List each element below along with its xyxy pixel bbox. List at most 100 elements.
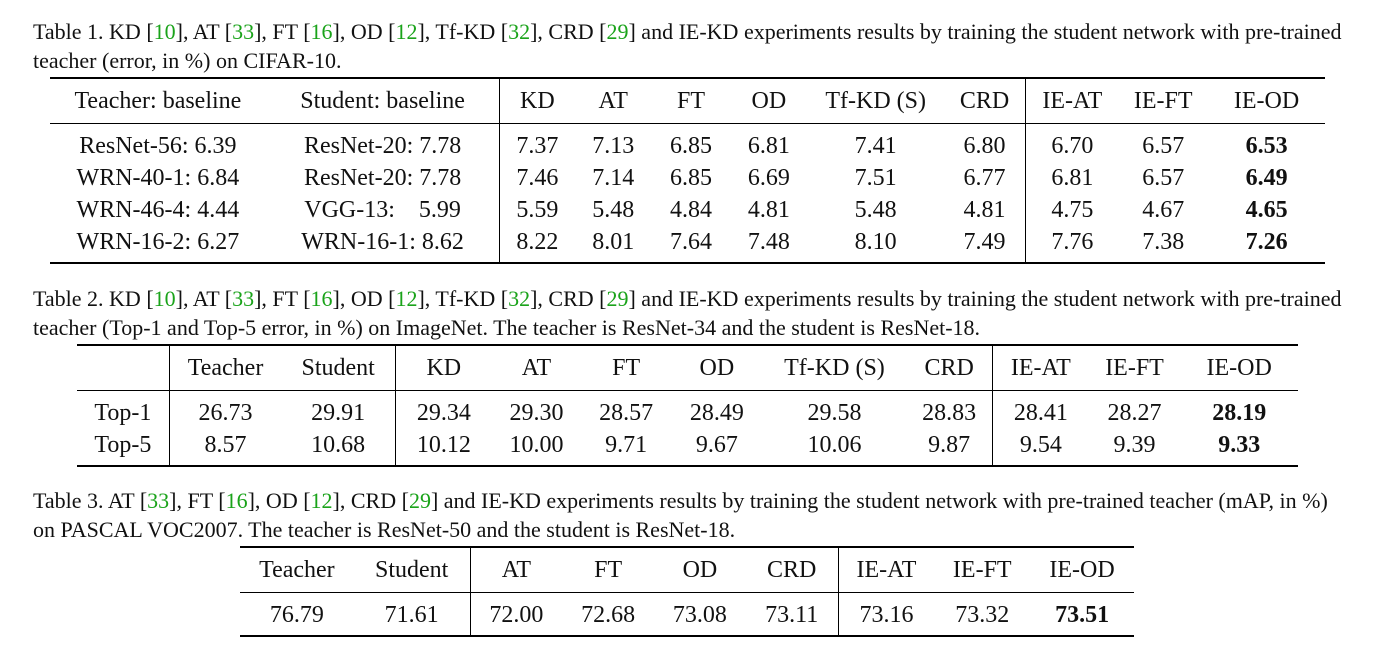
table-cell: 9.87	[928, 431, 971, 458]
table-cell: 6.77	[963, 164, 1006, 191]
caption-segment: ], CRD [	[332, 488, 409, 513]
table-cell: 4.75	[1025, 194, 1119, 226]
table-cell: 7.46	[499, 162, 575, 194]
table-cell: 10.12	[394, 429, 492, 466]
citation-ref[interactable]: 16	[310, 19, 333, 44]
caption-segment: ], OD [	[332, 286, 396, 311]
table-cell: 4.81	[963, 196, 1006, 223]
column-header: OD	[671, 345, 763, 391]
table-row: 76.79 71.61 72.00 72.68 73.08 73.11 73.16 73.32…	[240, 592, 1134, 636]
citation-ref[interactable]: 33	[232, 19, 255, 44]
citation-ref[interactable]: 33	[147, 488, 170, 513]
column-header: IE-OD	[1208, 78, 1325, 124]
table1-header-row: Teacher: baseline Student: baseline KD AT FT…	[50, 78, 1325, 124]
table-row: WRN-16-2: 6.27 WRN-16-1: 8.62 8.22 8.01 7.64…	[50, 226, 1325, 263]
column-header: CRD	[906, 345, 993, 391]
caption-segment: ], AT [	[175, 286, 233, 311]
table-cell: 6.81	[1025, 162, 1119, 194]
best-result-cell: 6.53	[1245, 132, 1288, 159]
column-header: IE-FT	[1088, 345, 1181, 391]
table3-caption-label: Table 3.	[33, 488, 104, 513]
table-cell: 71.61	[384, 601, 439, 628]
table-cell: ResNet-20: 7.78	[303, 132, 462, 159]
caption-segment: ], CRD [	[530, 286, 607, 311]
citation-ref[interactable]: 16	[225, 488, 248, 513]
citation-ref[interactable]: 10	[153, 286, 176, 311]
table-cell: 5.48	[592, 196, 635, 223]
table-cell: 26.73	[168, 390, 282, 429]
table-cell: 9.39	[1113, 431, 1156, 458]
citation-ref[interactable]: 32	[508, 286, 531, 311]
table-cell: 8.57	[168, 429, 282, 466]
citation-ref[interactable]: 33	[232, 286, 255, 311]
caption-segment: ], FT [	[254, 286, 311, 311]
column-header: Teacher	[168, 345, 282, 391]
table-cell: 7.64	[670, 228, 713, 255]
best-result-cell: 28.19	[1212, 399, 1267, 426]
table-cell: 9.54	[991, 429, 1089, 466]
table2-caption-label: Table 2.	[33, 286, 104, 311]
table-cell: 72.00	[469, 592, 563, 636]
table-cell: 29.58	[807, 399, 862, 426]
table2-caption-text: KD [10], AT [33], FT [16], OD [12], Tf-K…	[33, 286, 1341, 340]
table-cell: WRN-16-2: 6.27	[76, 228, 240, 255]
table-cell: 7.14	[592, 164, 635, 191]
citation-ref[interactable]: 29	[606, 19, 629, 44]
table3-caption: Table 3. AT [33], FT [16], OD [12], CRD …	[33, 486, 1353, 544]
table-cell: 6.80	[963, 132, 1006, 159]
column-header: OD	[729, 78, 808, 124]
table-cell: ResNet-20: 7.78	[303, 164, 462, 191]
caption-segment: ], CRD [	[530, 19, 607, 44]
column-header: IE-OD	[1180, 345, 1298, 391]
table-cell: 7.51	[854, 164, 897, 191]
citation-ref[interactable]: 29	[408, 488, 431, 513]
table-cell: 6.85	[670, 164, 713, 191]
caption-segment: ] and IE-KD experiments results by train…	[33, 488, 1328, 542]
citation-ref[interactable]: 12	[310, 488, 333, 513]
column-header: CRD	[745, 547, 839, 593]
table-cell: 5.59	[499, 194, 575, 226]
best-result-cell: 6.49	[1245, 164, 1288, 191]
column-header: IE-OD	[1030, 547, 1134, 593]
caption-segment: KD [	[109, 19, 154, 44]
table3: Teacher Student AT FT OD CRD IE-AT IE-FT IE-OD 7…	[240, 546, 1134, 637]
table-cell: 73.16	[837, 592, 935, 636]
caption-segment: ] and IE-KD experiments results by train…	[33, 286, 1342, 340]
citation-ref[interactable]: 10	[153, 19, 176, 44]
citation-ref[interactable]: 16	[310, 286, 333, 311]
citation-ref[interactable]: 32	[508, 19, 531, 44]
citation-ref[interactable]: 12	[395, 19, 418, 44]
column-header: Tf-KD (S)	[762, 345, 907, 391]
column-header: Teacher: baseline	[50, 78, 266, 124]
best-result-cell: 9.33	[1218, 431, 1261, 458]
table-cell: 7.48	[747, 228, 790, 255]
table-cell: 76.79	[269, 601, 324, 628]
table-cell: 7.76	[1025, 226, 1119, 263]
citation-ref[interactable]: 29	[606, 286, 629, 311]
column-header: Teacher	[240, 547, 354, 593]
table-row: WRN-40-1: 6.84 ResNet-20: 7.78 7.46 7.14 6.8…	[50, 162, 1325, 194]
best-result-cell: 4.65	[1245, 196, 1288, 223]
citation-ref[interactable]: 12	[395, 286, 418, 311]
table-row: Top-5 8.57 10.68 10.12 10.00 9.71 9.67 10.06 9.8…	[77, 429, 1298, 466]
table-cell: 28.57	[599, 399, 654, 426]
table-cell: 29.34	[394, 390, 492, 429]
table-cell: 6.57	[1142, 132, 1185, 159]
table-cell: 4.81	[747, 196, 790, 223]
column-header: KD	[499, 78, 575, 124]
column-header: Student	[353, 547, 471, 593]
table-cell: 7.37	[499, 123, 575, 162]
table-cell: 6.81	[747, 132, 790, 159]
table2-header-row: Teacher Student KD AT FT OD Tf-KD (S) CRD IE-AT I…	[77, 345, 1298, 391]
column-header	[77, 345, 170, 391]
table-cell: WRN-16-1: 8.62	[301, 228, 464, 255]
table-cell: 73.11	[765, 601, 819, 628]
column-header: FT	[581, 345, 671, 391]
table-cell: 28.83	[922, 399, 977, 426]
table-cell: 5.48	[854, 196, 897, 223]
best-result-cell: 7.26	[1245, 228, 1288, 255]
table-cell: Top-1	[94, 399, 152, 426]
column-header: OD	[654, 547, 746, 593]
table-cell: 73.32	[955, 601, 1010, 628]
table-cell: 10.68	[311, 431, 366, 458]
